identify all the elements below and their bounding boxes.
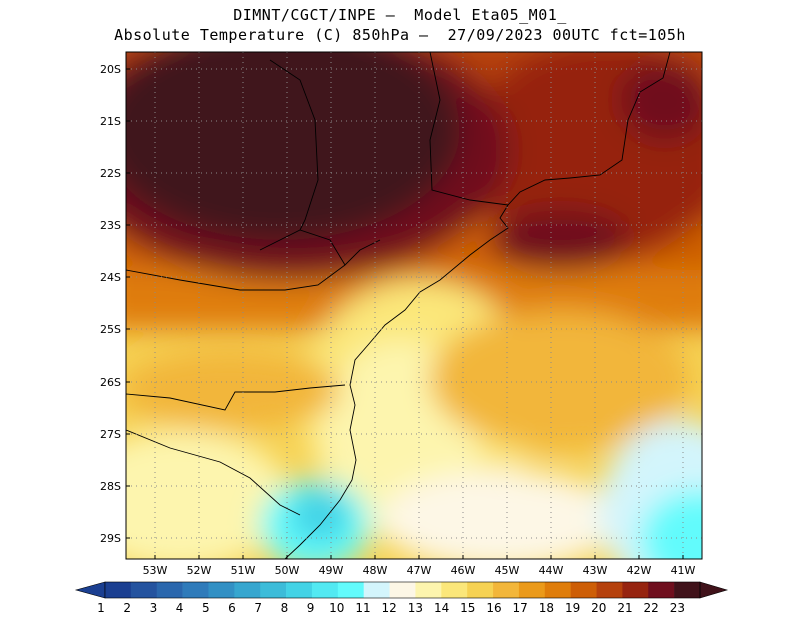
colorbar-swatch bbox=[518, 582, 546, 598]
colorbar-label: 6 bbox=[228, 601, 236, 615]
colorbar-label: 13 bbox=[408, 601, 423, 615]
colorbar-arrow-high bbox=[699, 581, 729, 599]
lat-label: 27S bbox=[100, 428, 121, 441]
colorbar-label: 10 bbox=[329, 601, 344, 615]
colorbar-swatch bbox=[363, 582, 390, 598]
colorbar-label: 3 bbox=[150, 601, 158, 615]
colorbar-label: 9 bbox=[307, 601, 315, 615]
axis-ticks bbox=[126, 68, 684, 559]
colorbar-swatch bbox=[337, 582, 364, 598]
chart-title-line1: DIMNT/CGCT/INPE – Model Eta05_M01_ bbox=[233, 6, 567, 24]
lat-label: 26S bbox=[100, 376, 121, 389]
colorbar-label: 2 bbox=[123, 601, 131, 615]
lon-label: 44W bbox=[539, 564, 564, 577]
colorbar-swatch bbox=[234, 582, 261, 598]
colorbar-swatch bbox=[596, 582, 623, 598]
colorbar-label: 20 bbox=[591, 601, 606, 615]
colorbar-swatch bbox=[493, 582, 520, 598]
colorbar-swatch bbox=[544, 582, 571, 598]
colorbar-swatch bbox=[622, 582, 649, 598]
lat-label: 21S bbox=[100, 115, 121, 128]
colorbar-label: 8 bbox=[281, 601, 289, 615]
colorbar: 1 2 3 4 5 6 7 8 9 10 11 12 13 14 15 16 17 18 19 20 21 22 23 bbox=[74, 581, 729, 615]
colorbar-swatch bbox=[415, 582, 442, 598]
colorbar-swatch bbox=[648, 582, 675, 598]
colorbar-label: 22 bbox=[644, 601, 659, 615]
colorbar-swatch bbox=[311, 582, 339, 598]
colorbar-swatch bbox=[441, 582, 468, 598]
lat-label: 25S bbox=[100, 323, 121, 336]
lon-label: 41W bbox=[671, 564, 696, 577]
colorbar-label: 11 bbox=[355, 601, 370, 615]
lon-label: 53W bbox=[143, 564, 168, 577]
colorbar-swatch bbox=[105, 582, 132, 598]
colorbar-label: 4 bbox=[176, 601, 184, 615]
colorbar-label: 18 bbox=[539, 601, 554, 615]
coastlines bbox=[126, 52, 671, 559]
lat-label: 20S bbox=[100, 63, 121, 76]
lon-label: 48W bbox=[363, 564, 388, 577]
colorbar-swatch bbox=[130, 582, 158, 598]
colorbar-label: 5 bbox=[202, 601, 210, 615]
latitude-labels: 20S 21S 22S 23S 24S 25S 26S 27S 28S 29S bbox=[100, 63, 121, 545]
lat-label: 24S bbox=[100, 271, 121, 284]
colorbar-swatch bbox=[208, 582, 235, 598]
lat-label: 22S bbox=[100, 167, 121, 180]
grid-lines bbox=[126, 52, 702, 559]
colorbar-swatch bbox=[674, 582, 701, 598]
colorbar-label: 23 bbox=[670, 601, 685, 615]
colorbar-label: 15 bbox=[460, 601, 475, 615]
colorbar-swatch bbox=[389, 582, 416, 598]
lat-label: 23S bbox=[100, 219, 121, 232]
longitude-labels: 53W 52W 51W 50W 49W 48W 47W 46W 45W 44W 43W 42W 41W bbox=[143, 564, 696, 577]
colorbar-label: 19 bbox=[565, 601, 580, 615]
colorbar-label: 21 bbox=[617, 601, 632, 615]
colorbar-arrow-low bbox=[74, 581, 106, 599]
colorbar-swatch bbox=[260, 582, 287, 598]
colorbar-swatch bbox=[156, 582, 183, 598]
lat-label: 29S bbox=[100, 532, 121, 545]
colorbar-label: 16 bbox=[486, 601, 501, 615]
colorbar-label: 7 bbox=[254, 601, 262, 615]
colorbar-swatch bbox=[570, 582, 597, 598]
colorbar-swatch bbox=[286, 582, 313, 598]
colorbar-swatch bbox=[467, 582, 494, 598]
colorbar-label: 12 bbox=[382, 601, 397, 615]
chart-title-line2: Absolute Temperature (C) 850hPa – 27/09/… bbox=[114, 26, 686, 44]
lon-label: 46W bbox=[451, 564, 476, 577]
lon-label: 50W bbox=[275, 564, 300, 577]
colorbar-frame bbox=[104, 581, 701, 599]
temperature-field bbox=[126, 52, 702, 559]
colorbar-label: 14 bbox=[434, 601, 449, 615]
plot-frame bbox=[125, 51, 703, 560]
lon-label: 52W bbox=[187, 564, 212, 577]
lon-label: 42W bbox=[627, 564, 652, 577]
lon-label: 43W bbox=[583, 564, 608, 577]
lon-label: 45W bbox=[495, 564, 520, 577]
colorbar-swatch bbox=[182, 582, 209, 598]
lon-label: 49W bbox=[319, 564, 344, 577]
lat-label: 28S bbox=[100, 480, 121, 493]
colorbar-label: 1 bbox=[97, 601, 105, 615]
colorbar-label: 17 bbox=[513, 601, 528, 615]
lon-label: 47W bbox=[407, 564, 432, 577]
lon-label: 51W bbox=[231, 564, 256, 577]
